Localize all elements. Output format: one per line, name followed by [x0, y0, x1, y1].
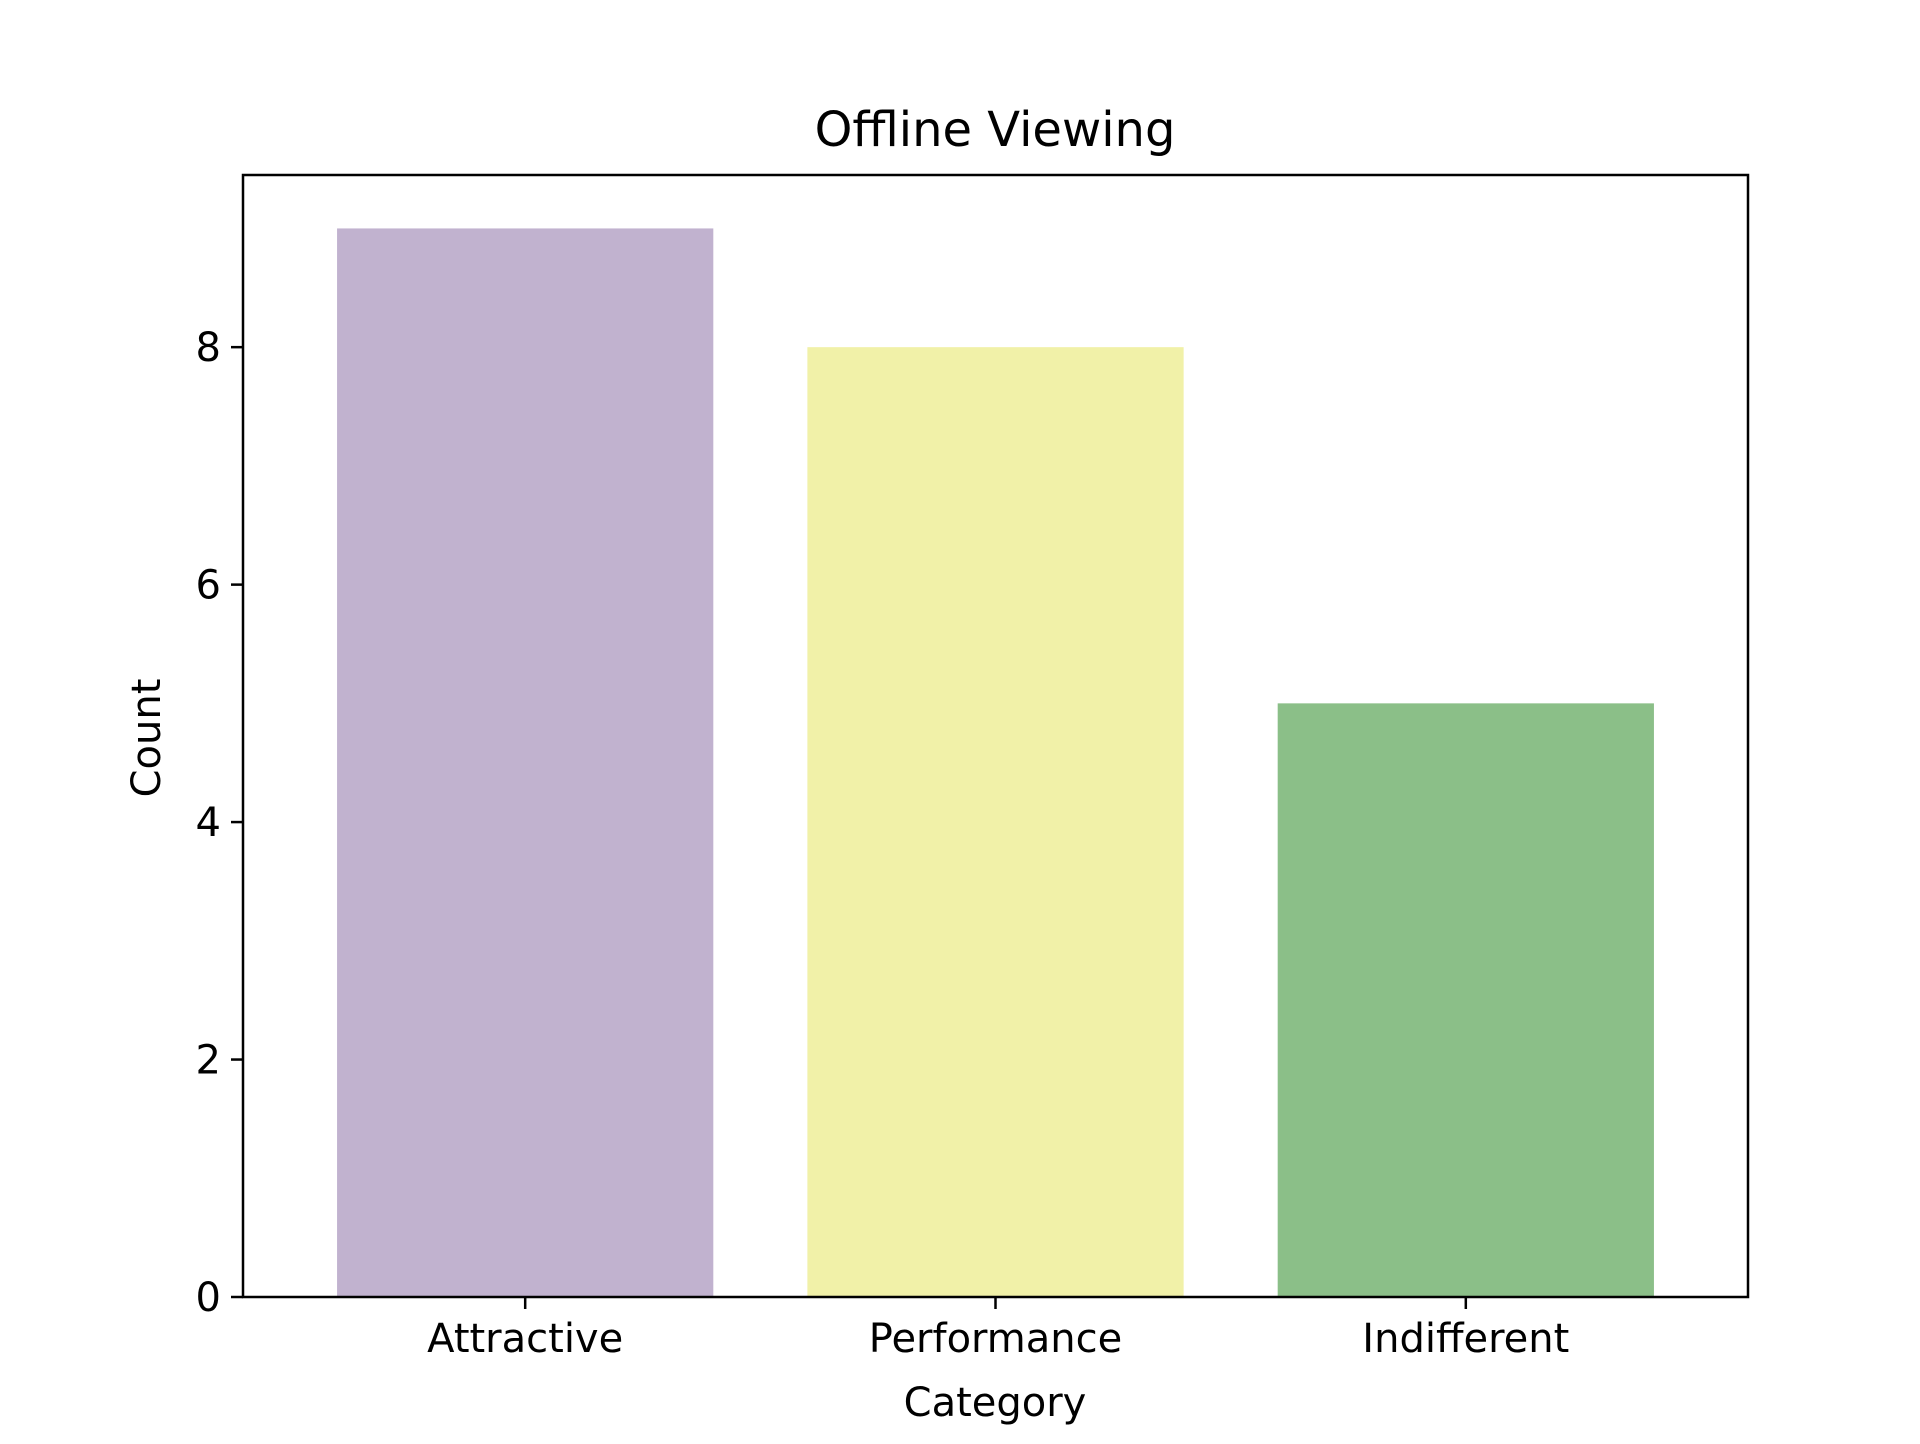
chart-title: Offline Viewing: [815, 102, 1176, 158]
bar-performance: [807, 347, 1184, 1297]
y-tick-label: 4: [196, 800, 221, 846]
x-axis: Attractive Performance Indifferent: [427, 1297, 1569, 1362]
x-tick-label: Performance: [869, 1316, 1122, 1362]
y-tick-label: 6: [196, 563, 221, 609]
x-tick-label: Attractive: [427, 1316, 623, 1362]
y-tick-label: 0: [196, 1275, 221, 1321]
x-tick-label: Indifferent: [1362, 1316, 1569, 1362]
bar-attractive: [337, 228, 714, 1298]
y-axis-label: Count: [124, 679, 170, 798]
bars-layer: [337, 228, 1654, 1298]
bar-indifferent: [1277, 703, 1654, 1297]
x-axis-label: Category: [904, 1380, 1087, 1426]
y-tick-label: 8: [196, 325, 221, 371]
y-axis: 0 2 4 6 8: [196, 325, 243, 1321]
y-tick-label: 2: [196, 1038, 221, 1084]
